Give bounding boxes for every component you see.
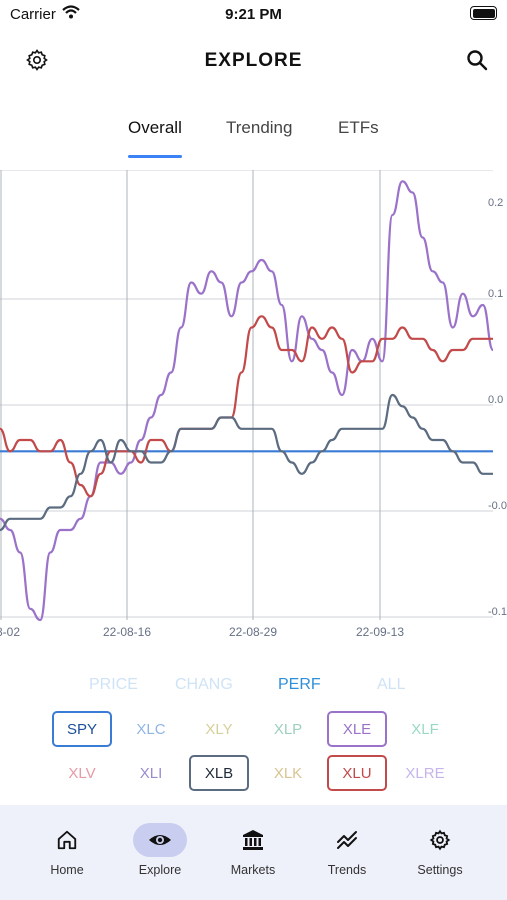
chart-series [0,180,495,622]
ticker-xlre[interactable]: XLRE [405,764,445,782]
ticker-xlv[interactable]: XLV [68,764,96,782]
bank-icon [226,823,280,857]
carrier-label: Carrier [10,6,56,23]
y-tick-label: 0.0 [488,394,503,406]
tab-label: Trending [226,118,293,137]
ticker-xly[interactable]: XLY [205,720,233,738]
ticker-xlb[interactable]: XLB [189,755,249,791]
nav-markets[interactable]: Markets [213,823,293,877]
trend-icon [320,823,374,857]
nav-home[interactable]: Home [27,823,107,877]
tab-label: Overall [128,118,182,137]
ticker-xlk[interactable]: XLK [273,764,303,782]
status-time: 9:21 PM [225,6,282,23]
series-line-xle [0,180,495,622]
tab-bar: Overall Trending ETFs [0,112,507,160]
ticker-xlc[interactable]: XLC [136,720,166,738]
battery-icon [470,6,497,20]
tab-trending[interactable]: Trending [226,118,292,158]
mode-selector: PRICE CHANG PERF ALL [0,676,507,698]
status-bar: Carrier 9:21 PM [0,0,507,30]
nav-label: Home [50,863,84,877]
series-line-xlb [0,393,493,532]
ticker-xli[interactable]: XLI [139,764,163,782]
mode-change[interactable]: CHANG [175,676,233,693]
x-tick-label: 22-09-13 [356,625,404,639]
search-icon[interactable] [459,42,495,78]
y-tick-label: 0.1 [488,288,503,300]
mode-perf[interactable]: PERF [278,676,321,693]
chart-grid [0,170,493,620]
home-icon [40,823,94,857]
x-tick-label: 22-08-29 [229,625,277,639]
ticker-xlp[interactable]: XLP [273,720,303,738]
y-axis-labels: 0.2 0.1 0.0 -0.0 -0.1 [488,197,507,618]
mode-price[interactable]: PRICE [89,676,138,693]
ticker-xlf[interactable]: XLF [411,720,439,738]
ticker-xle[interactable]: XLE [327,711,387,747]
gear-icon[interactable] [19,42,55,78]
page-title: EXPLORE [204,50,303,71]
gear-icon [413,823,467,857]
nav-label: Markets [230,863,276,877]
x-tick-label: 8-02 [0,625,20,639]
eye-icon [133,823,187,857]
performance-chart[interactable]: 0.2 0.1 0.0 -0.0 -0.1 8-02 22-08-16 22-08-29 22… [0,170,507,645]
nav-settings[interactable]: Settings [400,823,480,877]
series-line-xlu [0,315,493,498]
mode-all[interactable]: ALL [377,676,406,693]
x-axis-labels: 8-02 22-08-16 22-08-29 22-09-13 [0,625,404,639]
tab-overall[interactable]: Overall [128,118,182,158]
y-tick-label: -0.0 [488,500,507,512]
nav-explore[interactable]: Explore [120,823,200,877]
header: EXPLORE [0,40,507,80]
nav-trends[interactable]: Trends [307,823,387,877]
nav-label: Trends [327,863,367,877]
y-tick-label: -0.1 [488,606,507,618]
nav-label: Explore [138,863,182,877]
ticker-xlu[interactable]: XLU [327,755,387,791]
tab-active-indicator [128,155,182,158]
nav-label: Settings [417,863,463,877]
tab-label: ETFs [338,118,379,137]
wifi-icon [62,5,80,24]
tab-etfs[interactable]: ETFs [338,118,379,158]
bottom-nav: Home Explore Markets Trends Settings [0,805,507,900]
y-tick-label: 0.2 [488,197,503,209]
x-tick-label: 22-08-16 [103,625,151,639]
ticker-spy[interactable]: SPY [52,711,112,747]
